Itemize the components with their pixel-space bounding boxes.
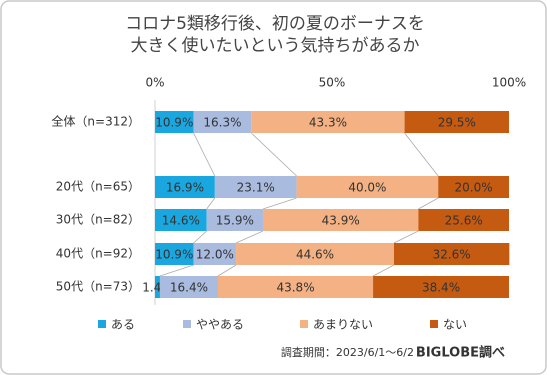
legend-swatch [98, 320, 106, 328]
legend-label: ややある [196, 318, 244, 332]
connector-line [393, 230, 419, 244]
legend-swatch [430, 320, 438, 328]
value-label: 38.4% [422, 281, 460, 295]
bar-segment [155, 276, 160, 298]
connector-line [206, 197, 216, 210]
connector-line [193, 132, 216, 177]
y-tick-label: 20代（n=65） [56, 180, 140, 194]
connector-line [251, 132, 297, 177]
value-label: 43.9% [322, 214, 360, 228]
value-label: 15.9% [216, 214, 254, 228]
bar-segment [404, 111, 509, 133]
value-label: 12.0% [196, 248, 234, 262]
y-tick-label: 50代（n=73） [56, 280, 140, 294]
value-label: 44.6% [296, 248, 334, 262]
bar-segment [193, 243, 237, 265]
bar-segment [218, 276, 374, 298]
bar-segment [206, 209, 263, 231]
connector-line [159, 264, 194, 277]
footnote: 調査期間：2023/6/1～6/2 [281, 345, 414, 359]
y-tick-label: 30代（n=82） [56, 213, 140, 227]
connector-line [404, 132, 439, 177]
bar-segment [155, 209, 207, 231]
bar-segment [159, 276, 219, 298]
bar-segment [262, 209, 419, 231]
value-label: 10.9% [155, 248, 193, 262]
chart-title: 大きく使いたいという気持ちがあるか [131, 35, 420, 56]
value-label: 25.6% [445, 214, 483, 228]
value-label: 32.6% [433, 248, 471, 262]
y-tick-label: 40代（n=92） [56, 247, 140, 261]
bar-segment [418, 209, 509, 231]
value-label: 43.8% [276, 281, 314, 295]
bar-segment [214, 176, 297, 198]
bar-segment [155, 243, 194, 265]
value-label: 20.0% [455, 181, 493, 195]
connector-line [418, 197, 439, 210]
value-label: 43.3% [309, 116, 347, 130]
y-tick-label: 全体（n=312） [51, 114, 140, 129]
legend-label: ない [443, 318, 467, 332]
value-label: 10.9% [155, 116, 193, 130]
value-label: 16.9% [166, 181, 204, 195]
source: BIGLOBE調べ [416, 345, 505, 361]
value-label: 23.1% [237, 181, 275, 195]
bar-segment [155, 111, 194, 133]
legend-label: あまりない [313, 318, 373, 332]
bar-segment [193, 111, 252, 133]
x-tick-label: 100% [492, 76, 526, 90]
bar-segment [393, 243, 510, 265]
connector-line [217, 264, 237, 277]
value-label: 16.3% [203, 116, 241, 130]
connector-line [193, 230, 207, 244]
bar-segment [155, 176, 215, 198]
bar-segment [373, 276, 509, 298]
value-label: 40.0% [348, 181, 386, 195]
bar-segment [251, 111, 405, 133]
legend-swatch [183, 320, 191, 328]
value-label: 29.5% [438, 116, 476, 130]
connector-line [235, 230, 264, 244]
legend-label: ある [111, 318, 135, 332]
value-label: 16.4% [170, 281, 208, 295]
connector-line [372, 264, 395, 277]
chart-title: コロナ5類移行後、初の夏のボーナスを [125, 14, 425, 34]
x-tick-label: 50% [319, 76, 346, 90]
connector-line [262, 197, 297, 210]
legend-swatch [300, 320, 308, 328]
bar-segment [236, 243, 394, 265]
x-tick-label: 0% [145, 76, 164, 90]
bar-segment [296, 176, 439, 198]
value-label: 14.6% [162, 214, 200, 228]
bar-segment [438, 176, 509, 198]
